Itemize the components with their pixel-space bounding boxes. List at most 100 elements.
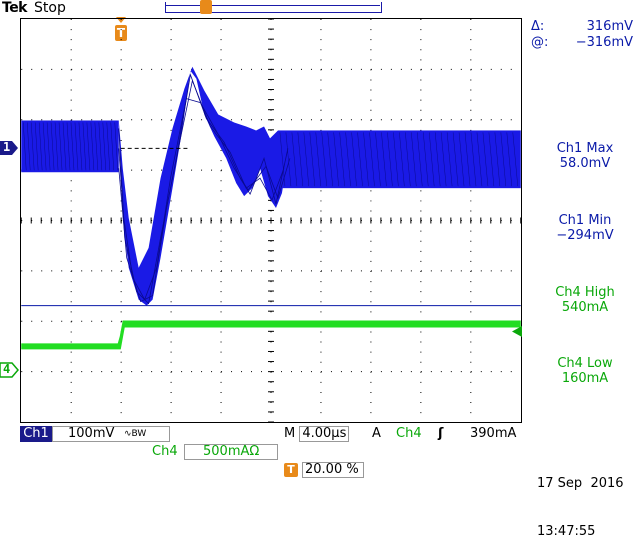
ch1-noise-line (446, 132, 453, 187)
ch1-noise-line (512, 132, 519, 187)
ch1-noise-line (333, 132, 339, 187)
ch1-noise-line (70, 122, 75, 171)
ch1-noise-line (464, 132, 471, 187)
ch1-ground-marker[interactable]: 1 (0, 140, 20, 156)
trigger-position-icon: T (284, 463, 298, 477)
ch1-noise-line (303, 132, 310, 187)
ch1-noise-line (98, 122, 103, 171)
measurement-value: 540mA (561, 300, 609, 315)
at-value: −316mV (575, 35, 633, 50)
ch4-trace (21, 320, 521, 350)
ch4-label: Ch4 (152, 444, 178, 459)
ch1-waveform (21, 66, 521, 306)
ch1-noise-line (375, 132, 381, 187)
ch1-noise-line (339, 132, 345, 187)
delta-value: 316mV (586, 19, 633, 34)
ch1-transient-envelope (118, 66, 292, 306)
ch1-noise-line (351, 132, 357, 187)
ch1-noise-line (114, 122, 119, 171)
ch4-ground-marker[interactable]: 4 (0, 362, 20, 378)
trigger-slope-icon: ʃ (438, 426, 444, 441)
ch1-noise-line (506, 132, 513, 187)
trigger-source: Ch4 (396, 426, 422, 441)
measurement-ch4-low[interactable]: Ch4 Low 160mA (530, 356, 640, 386)
ch1-noise-line (494, 132, 501, 187)
ch1-noise-line (321, 132, 327, 187)
ch1-label: Ch1 (20, 426, 52, 442)
trigger-position-label: T (116, 26, 126, 40)
ch4-waveform (21, 320, 521, 350)
measurement-ch1-max[interactable]: Ch1 Max 58.0mV (530, 141, 640, 171)
ch1-noise-line (86, 122, 91, 171)
ch1-noise-line (110, 122, 115, 171)
measurement-label: Ch1 Max (556, 141, 614, 156)
record-trigger-icon (200, 0, 212, 14)
ch1-noise-line (417, 132, 423, 187)
ch1-noise-line (488, 132, 495, 187)
record-view-window[interactable] (165, 5, 380, 6)
measurement-value: −294mV (556, 228, 614, 243)
ch1-noise-line (309, 132, 316, 187)
trigger-readout[interactable]: A Ch4 ʃ 390mA (372, 426, 524, 442)
measurement-ch1-min[interactable]: Ch1 Min −294mV (530, 213, 640, 243)
delta-symbol: Δ: (531, 19, 545, 34)
ch1-noise-line (279, 132, 286, 187)
ch1-noise-line (54, 122, 59, 171)
scope-display[interactable] (20, 18, 522, 423)
ch1-noise-line (78, 122, 83, 171)
ch1-noise-line (387, 132, 393, 187)
date-time: 17 Sep 2016 13:47:55 (537, 444, 640, 556)
ch1-noise-line (22, 122, 27, 171)
ch1-noise-line (476, 132, 483, 187)
ch1-noise-line (50, 122, 55, 171)
ch1-noise-line (26, 122, 31, 171)
ch1-scale: 100mV (68, 426, 115, 441)
ch1-noise-line (30, 122, 35, 171)
ch1-noise-line (369, 132, 375, 187)
timebase-value: 4.00µs (299, 426, 350, 442)
ch1-noise-line (38, 122, 43, 171)
ch1-noise-line (500, 132, 507, 187)
ch1-noise-line (440, 132, 447, 187)
ch1-noise-line (482, 132, 489, 187)
measurement-label: Ch4 Low (557, 356, 613, 371)
ch1-noise-line (46, 122, 51, 171)
ch1-noise-line (82, 122, 87, 171)
date: 17 Sep 2016 (537, 476, 624, 491)
ch1-trace (118, 79, 285, 303)
ch1-noise-line (452, 132, 459, 187)
measurement-label: Ch4 High (555, 285, 615, 300)
ch1-noise-line (297, 132, 304, 187)
bandwidth-limit-icon: ∿BW (124, 429, 147, 439)
measurement-label: Ch1 Min (558, 213, 612, 228)
ch1-noise-line (458, 132, 465, 187)
ch1-noise-line (434, 132, 441, 187)
graticule (21, 19, 521, 422)
ch1-noise-line (90, 122, 95, 171)
measurement-ch4-high[interactable]: Ch4 High 540mA (530, 285, 640, 315)
ch1-scale-box (52, 426, 170, 442)
trigger-level-marker[interactable] (511, 323, 523, 337)
cursor-readout: Δ: 316mV @: −316mV (531, 19, 639, 51)
ch1-noise-line (106, 122, 111, 171)
ch1-noise-line (393, 132, 399, 187)
ch1-noise-line (315, 132, 322, 187)
ch1-noise-line (285, 132, 292, 187)
ch1-noise-line (422, 132, 429, 187)
ch4-marker-label: 4 (3, 362, 11, 376)
ch1-noise-line (62, 122, 67, 171)
ch1-noise-line (74, 122, 79, 171)
timebase-prefix: M (284, 426, 296, 441)
ch1-noise-line (58, 122, 63, 171)
top-status-bar: Tek Stop (0, 0, 640, 18)
trigger-level-arrow-icon (512, 326, 522, 337)
timebase-readout[interactable]: M 4.00µs (284, 426, 350, 442)
record-view-bar[interactable] (165, 2, 382, 13)
ch1-marker-icon (0, 141, 18, 155)
ch1-noise-line (428, 132, 435, 187)
measurement-value: 58.0mV (559, 156, 611, 171)
ch1-noise-line (102, 122, 107, 171)
ch4-marker-icon (0, 362, 19, 378)
trigger-position-value: 20.00 % (302, 462, 364, 478)
ch1-noise-line (363, 132, 369, 187)
